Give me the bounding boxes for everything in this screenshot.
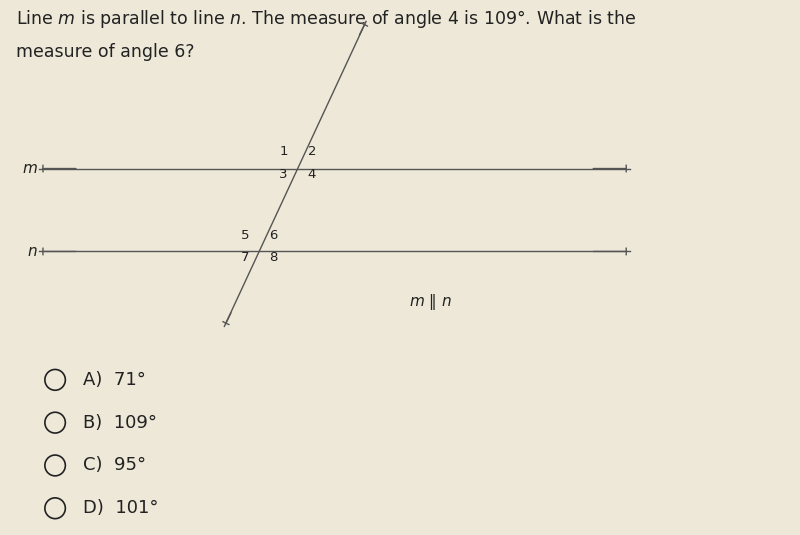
- Text: 5: 5: [241, 229, 250, 242]
- Text: Line $m$ is parallel to line $n$. The measure of angle 4 is 109°. What is the: Line $m$ is parallel to line $n$. The me…: [16, 8, 636, 30]
- Text: 8: 8: [269, 251, 278, 264]
- Text: 6: 6: [269, 229, 278, 242]
- Text: D)  101°: D) 101°: [82, 499, 158, 517]
- Text: 2: 2: [308, 145, 316, 158]
- Text: $m$ ‖ $n$: $m$ ‖ $n$: [410, 292, 452, 312]
- Text: 1: 1: [279, 145, 288, 158]
- Text: 4: 4: [308, 169, 316, 181]
- Text: $n$: $n$: [27, 244, 38, 259]
- Text: 3: 3: [279, 169, 288, 181]
- Text: C)  95°: C) 95°: [82, 456, 146, 475]
- Text: 7: 7: [241, 251, 250, 264]
- Text: B)  109°: B) 109°: [82, 414, 157, 432]
- Text: measure of angle 6?: measure of angle 6?: [16, 43, 194, 61]
- Text: $m$: $m$: [22, 161, 38, 176]
- Text: A)  71°: A) 71°: [82, 371, 146, 389]
